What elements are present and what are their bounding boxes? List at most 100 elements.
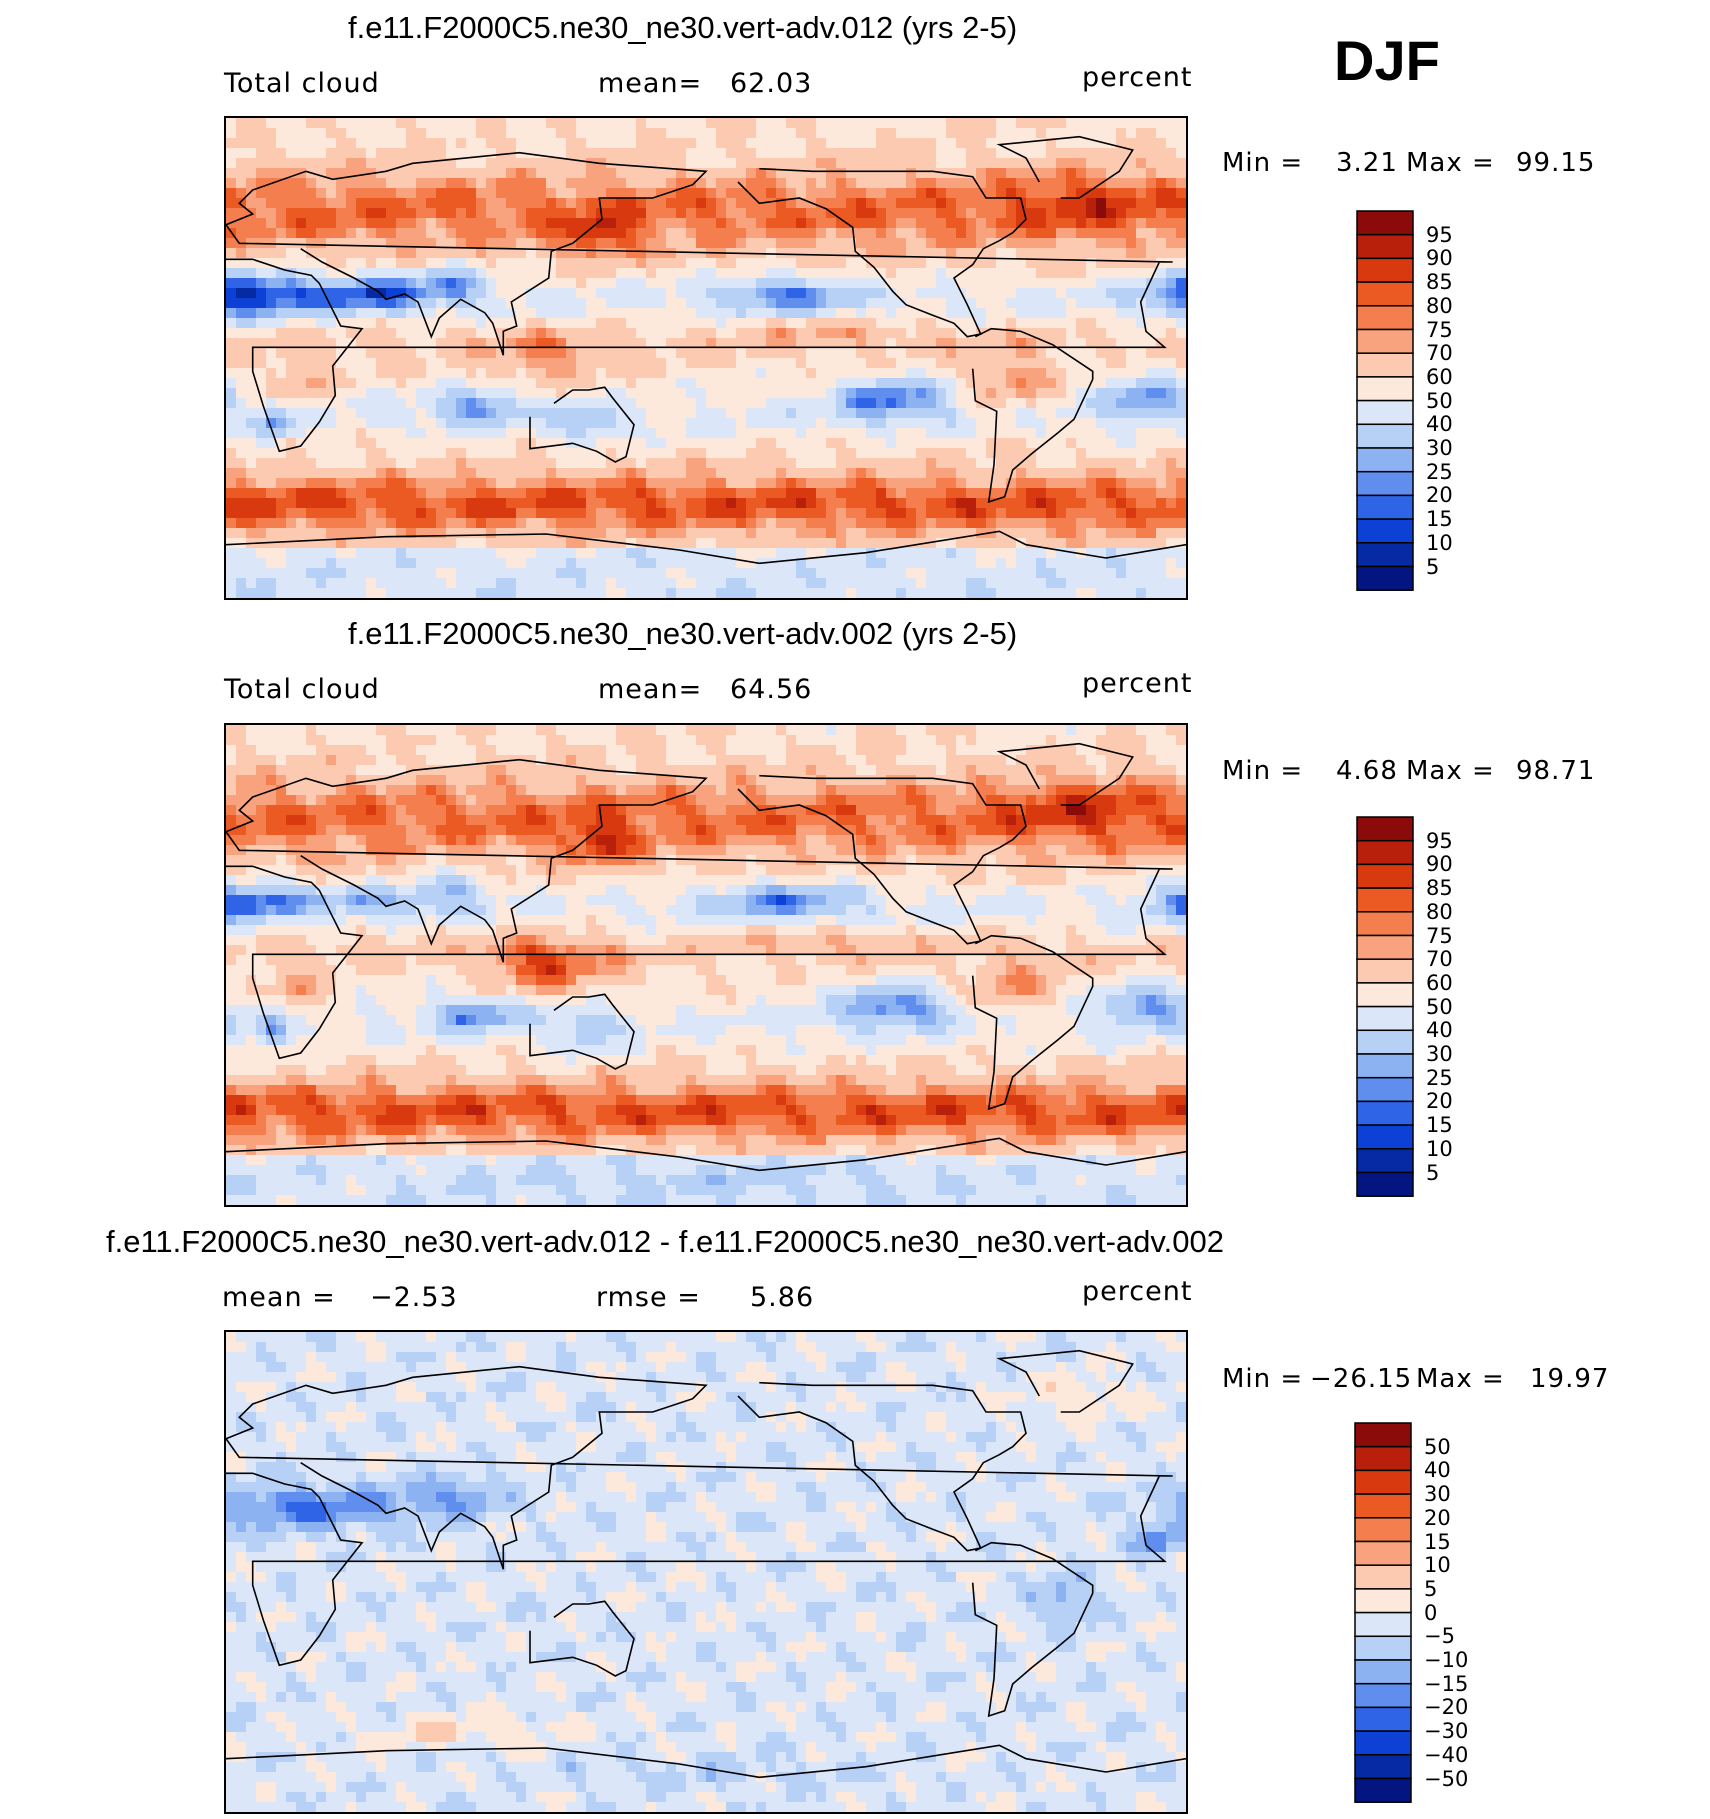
contour-cell: [686, 398, 697, 409]
contour-cell: [1146, 118, 1157, 129]
contour-cell: [1036, 318, 1047, 329]
contour-cell: [986, 458, 997, 469]
contour-cell: [846, 458, 857, 469]
contour-cell: [966, 328, 977, 339]
contour-cell: [706, 118, 717, 129]
contour-cell: [916, 218, 927, 229]
contour-cell: [446, 238, 457, 249]
contour-cell: [1096, 578, 1107, 589]
contour-cell: [646, 168, 657, 179]
contour-cell: [966, 458, 977, 469]
contour-cell: [236, 528, 247, 539]
contour-cell: [516, 288, 527, 299]
contour-cell: [896, 128, 907, 139]
contour-cell: [1006, 258, 1017, 269]
contour-cell: [1096, 308, 1107, 319]
contour-cell: [1126, 208, 1137, 219]
contour-cell: [336, 318, 347, 329]
contour-cell: [1066, 498, 1077, 509]
contour-cell: [716, 735, 727, 746]
contour-cell: [776, 558, 787, 569]
contour-cell: [1086, 208, 1097, 219]
contour-cell: [806, 518, 817, 529]
contour-cell: [1096, 258, 1107, 269]
contour-cell: [1116, 588, 1127, 598]
contour-cell: [1036, 118, 1047, 129]
contour-cell: [1086, 158, 1097, 169]
contour-cell: [1056, 338, 1067, 349]
contour-cell: [916, 358, 927, 369]
contour-cell: [866, 588, 877, 598]
contour-cell: [726, 378, 737, 389]
contour-cell: [756, 478, 767, 489]
contour-cell: [936, 538, 947, 549]
contour-cell: [716, 528, 727, 539]
contour-cell: [786, 588, 797, 598]
contour-cell: [976, 198, 987, 209]
contour-cell: [1026, 538, 1037, 549]
contour-cell: [286, 725, 297, 736]
contour-cell: [1086, 558, 1097, 569]
contour-cell: [356, 338, 367, 349]
contour-cell: [946, 308, 957, 319]
contour-cell: [226, 378, 237, 389]
contour-cell: [1006, 208, 1017, 219]
contour-cell: [376, 548, 387, 559]
contour-cell: [796, 408, 807, 419]
contour-cell: [666, 328, 677, 339]
contour-cell: [926, 588, 937, 598]
contour-cell: [766, 158, 777, 169]
contour-cell: [686, 288, 697, 299]
contour-cell: [776, 428, 787, 439]
contour-cell: [1136, 438, 1147, 449]
contour-cell: [736, 588, 747, 598]
contour-cell: [586, 178, 597, 189]
contour-cell: [786, 478, 797, 489]
contour-cell: [246, 158, 257, 169]
contour-cell: [506, 468, 517, 479]
contour-cell: [576, 478, 587, 489]
contour-cell: [416, 208, 427, 219]
contour-cell: [806, 218, 817, 229]
contour-cell: [906, 458, 917, 469]
contour-cell: [686, 558, 697, 569]
contour-cell: [626, 268, 637, 279]
contour-cell: [1116, 148, 1127, 159]
contour-cell: [1096, 158, 1107, 169]
contour-cell: [746, 188, 757, 199]
contour-cell: [446, 588, 457, 598]
contour-cell: [746, 208, 757, 219]
contour-cell: [746, 448, 757, 459]
contour-cell: [326, 725, 337, 736]
panel-2-mean-label: mean=: [598, 674, 703, 705]
contour-cell: [266, 188, 277, 199]
contour-cell: [806, 528, 817, 539]
contour-cell: [396, 408, 407, 419]
contour-cell: [336, 428, 347, 439]
contour-cell: [306, 358, 317, 369]
contour-cell: [786, 318, 797, 329]
contour-cell: [526, 268, 537, 279]
contour-cell: [246, 448, 257, 459]
contour-cell: [366, 518, 377, 529]
contour-cell: [506, 438, 517, 449]
contour-cell: [1016, 128, 1027, 139]
contour-cell: [286, 118, 297, 129]
contour-cell: [766, 498, 777, 509]
contour-cell: [936, 528, 947, 539]
contour-cell: [246, 368, 257, 379]
contour-cell: [1166, 298, 1177, 309]
contour-cell: [446, 398, 457, 409]
contour-cell: [636, 725, 647, 736]
contour-cell: [666, 448, 677, 459]
contour-cell: [626, 328, 637, 339]
contour-cell: [276, 298, 287, 309]
contour-cell: [926, 398, 937, 409]
contour-cell: [986, 338, 997, 349]
contour-cell: [746, 258, 757, 269]
contour-cell: [1116, 398, 1127, 409]
contour-cell: [1026, 488, 1037, 499]
contour-cell: [566, 348, 577, 359]
contour-cell: [596, 188, 607, 199]
contour-cell: [896, 408, 907, 419]
